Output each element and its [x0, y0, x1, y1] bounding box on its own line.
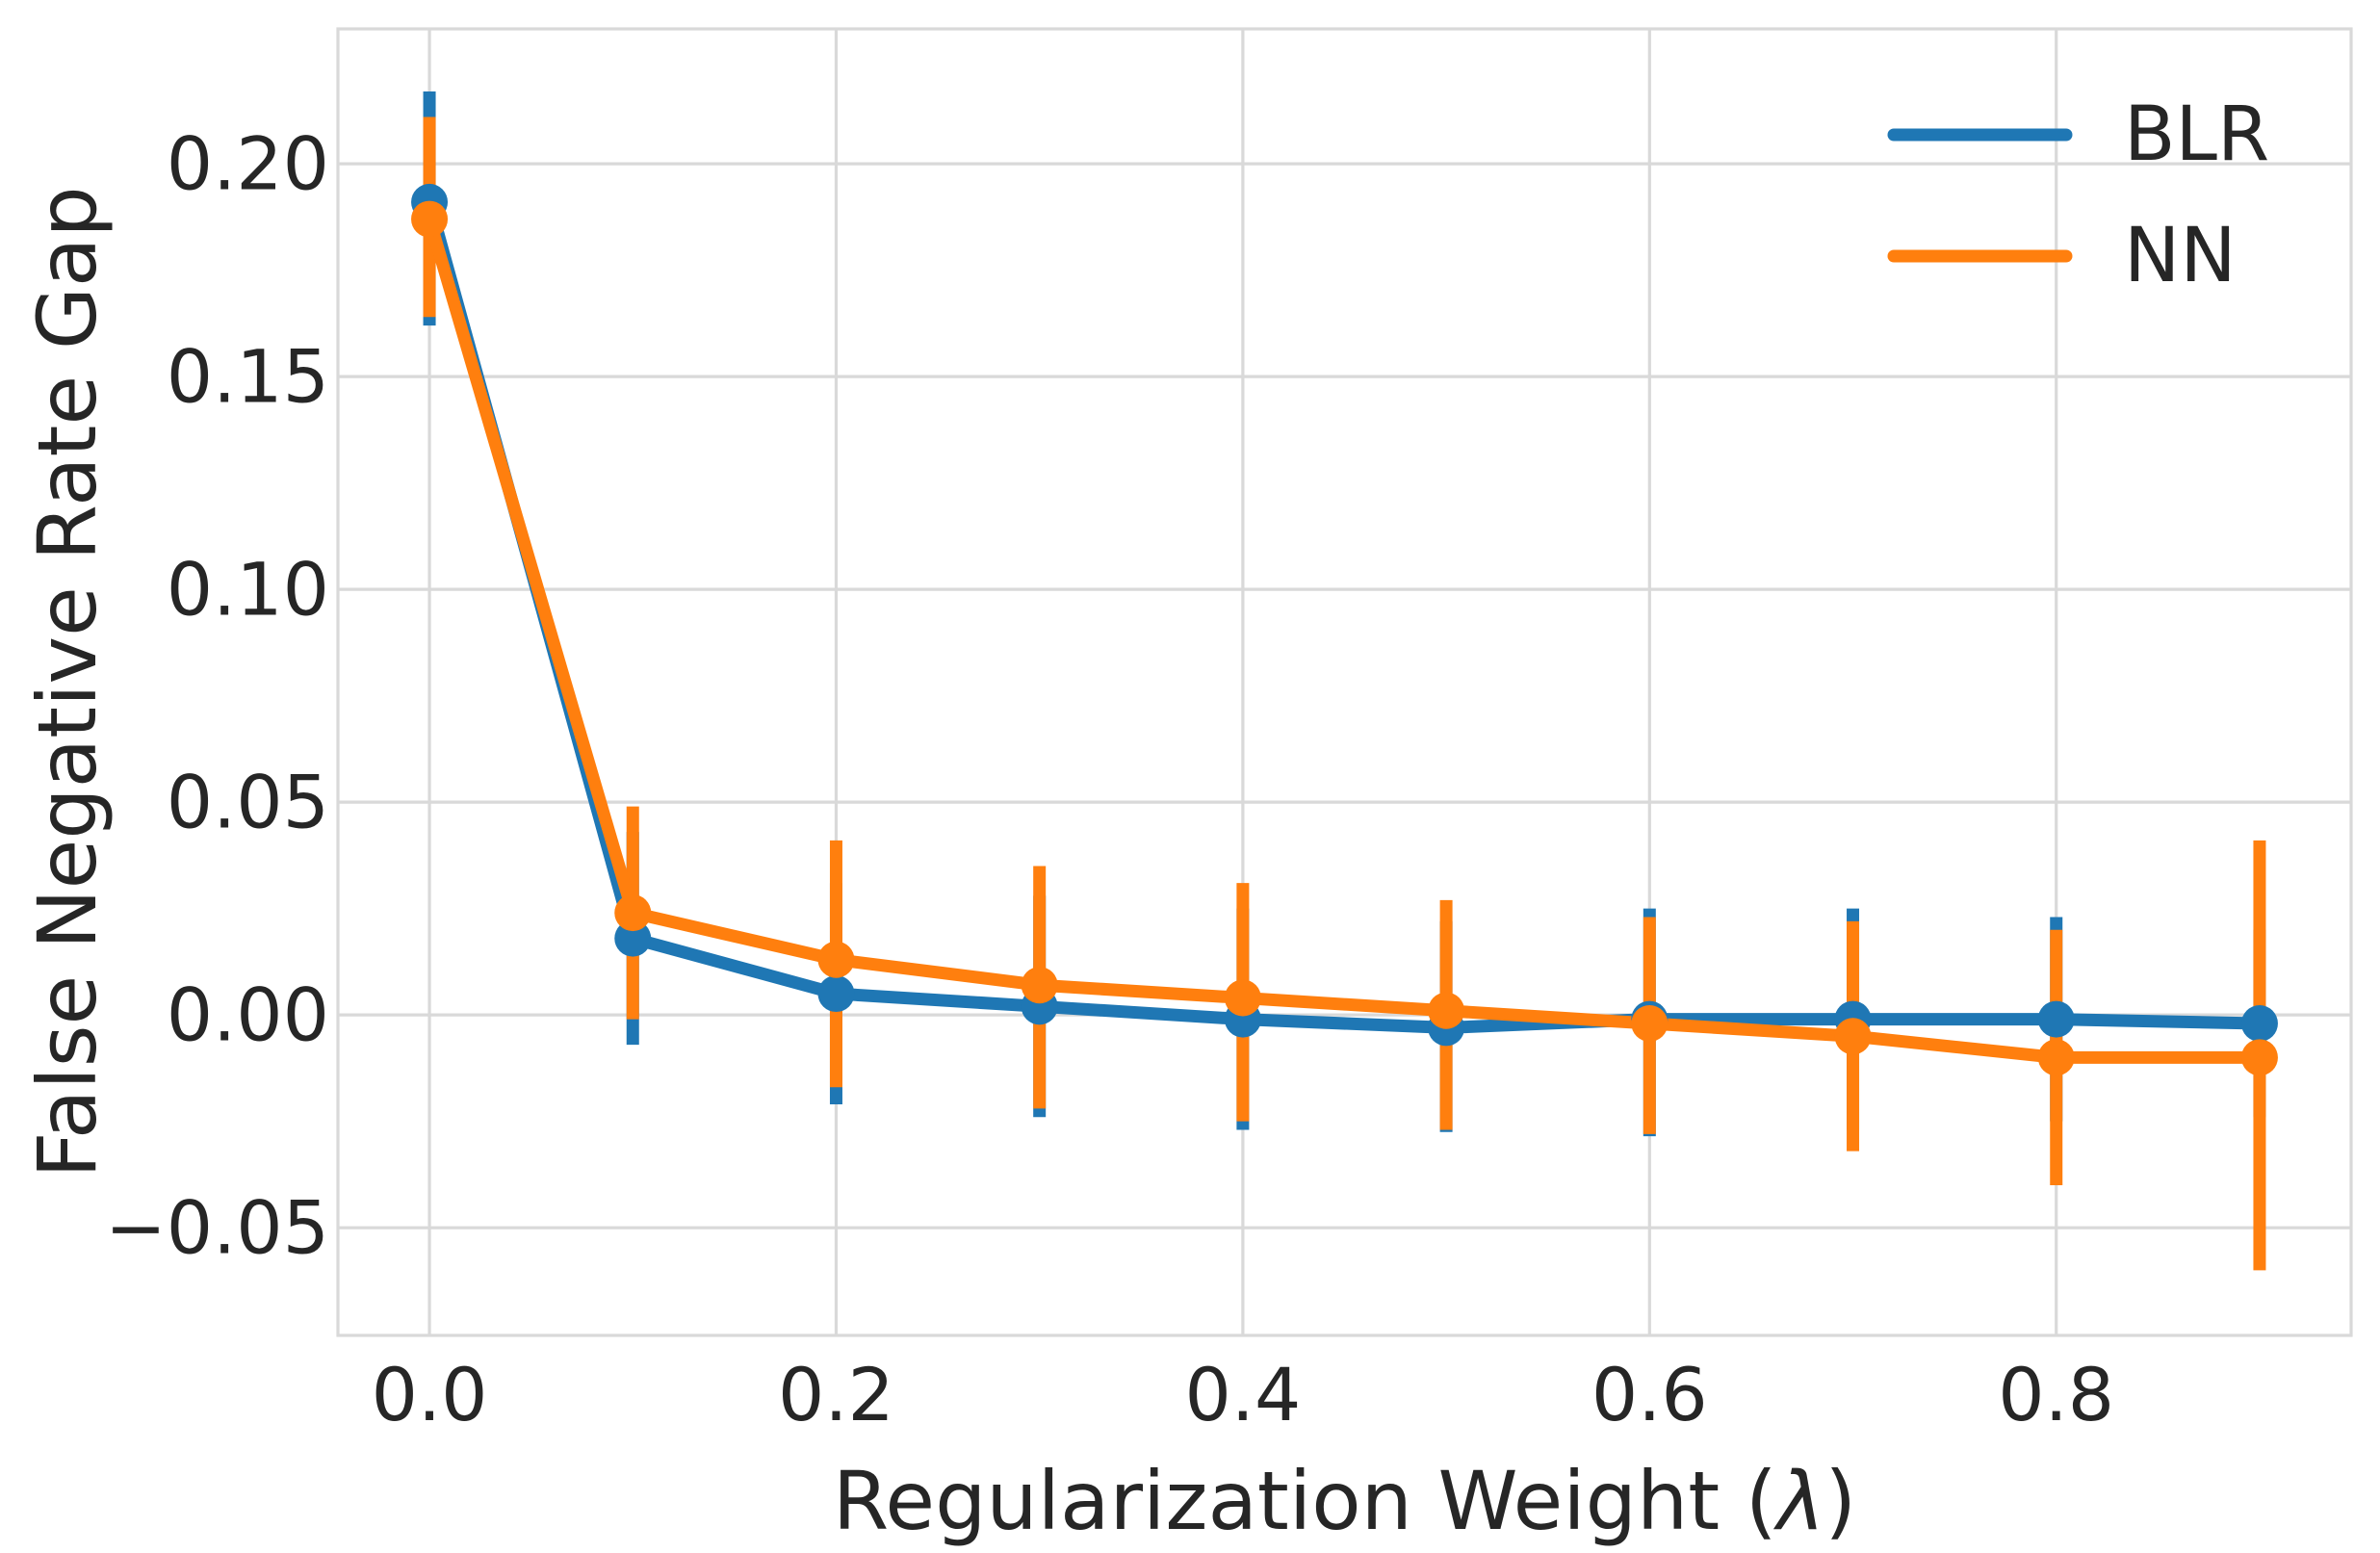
blr-marker: [817, 975, 855, 1013]
nn-marker: [614, 894, 652, 932]
y-tick-label: 0.15: [167, 334, 329, 420]
x-axis-label: Regularization Weight (λ): [833, 1454, 1856, 1548]
y-tick-label: 0.10: [167, 547, 329, 633]
nn-marker: [411, 200, 449, 238]
x-tick-label: 0.0: [372, 1352, 488, 1437]
legend-label-nn: NN: [2124, 213, 2237, 299]
y-tick-label: 0.05: [167, 760, 329, 845]
y-tick-labels: −0.05 0.00 0.05 0.10 0.15 0.20: [105, 121, 329, 1271]
grid: [338, 29, 2351, 1335]
nn-marker: [1224, 979, 1261, 1017]
nn-marker: [817, 941, 855, 978]
nn-marker: [1631, 1004, 1669, 1042]
nn-marker: [2037, 1039, 2075, 1076]
x-tick-label: 0.4: [1184, 1352, 1301, 1437]
x-tick-labels: 0.0 0.2 0.4 0.6 0.8: [372, 1352, 2115, 1437]
blr-marker: [614, 919, 652, 957]
nn-marker: [1428, 992, 1465, 1029]
nn-line: [423, 217, 2260, 1064]
plot-spines: [336, 27, 2353, 1337]
blr-marker: [2037, 1000, 2075, 1038]
nn-marker: [2240, 1039, 2278, 1076]
nn-marker: [1834, 1018, 1872, 1055]
nn-marker: [1021, 967, 1058, 1004]
legend-label-blr: BLR: [2124, 91, 2269, 178]
x-tick-label: 0.2: [778, 1352, 894, 1437]
legend: BLR NN: [1887, 91, 2269, 299]
blr-marker: [2240, 1004, 2278, 1042]
error-bars: [423, 91, 2266, 1271]
y-tick-label: 0.20: [167, 121, 329, 207]
x-tick-label: 0.8: [1998, 1352, 2114, 1437]
y-axis-label: False Negative Rate Gap: [20, 186, 115, 1178]
plot-border: [336, 27, 2353, 1337]
x-tick-label: 0.6: [1591, 1352, 1708, 1437]
series-lines: [423, 200, 2261, 1064]
series-markers: [411, 183, 2278, 1076]
y-tick-label: 0.00: [167, 972, 329, 1058]
blr-line: [423, 200, 2261, 1034]
y-tick-label: −0.05: [105, 1185, 329, 1271]
